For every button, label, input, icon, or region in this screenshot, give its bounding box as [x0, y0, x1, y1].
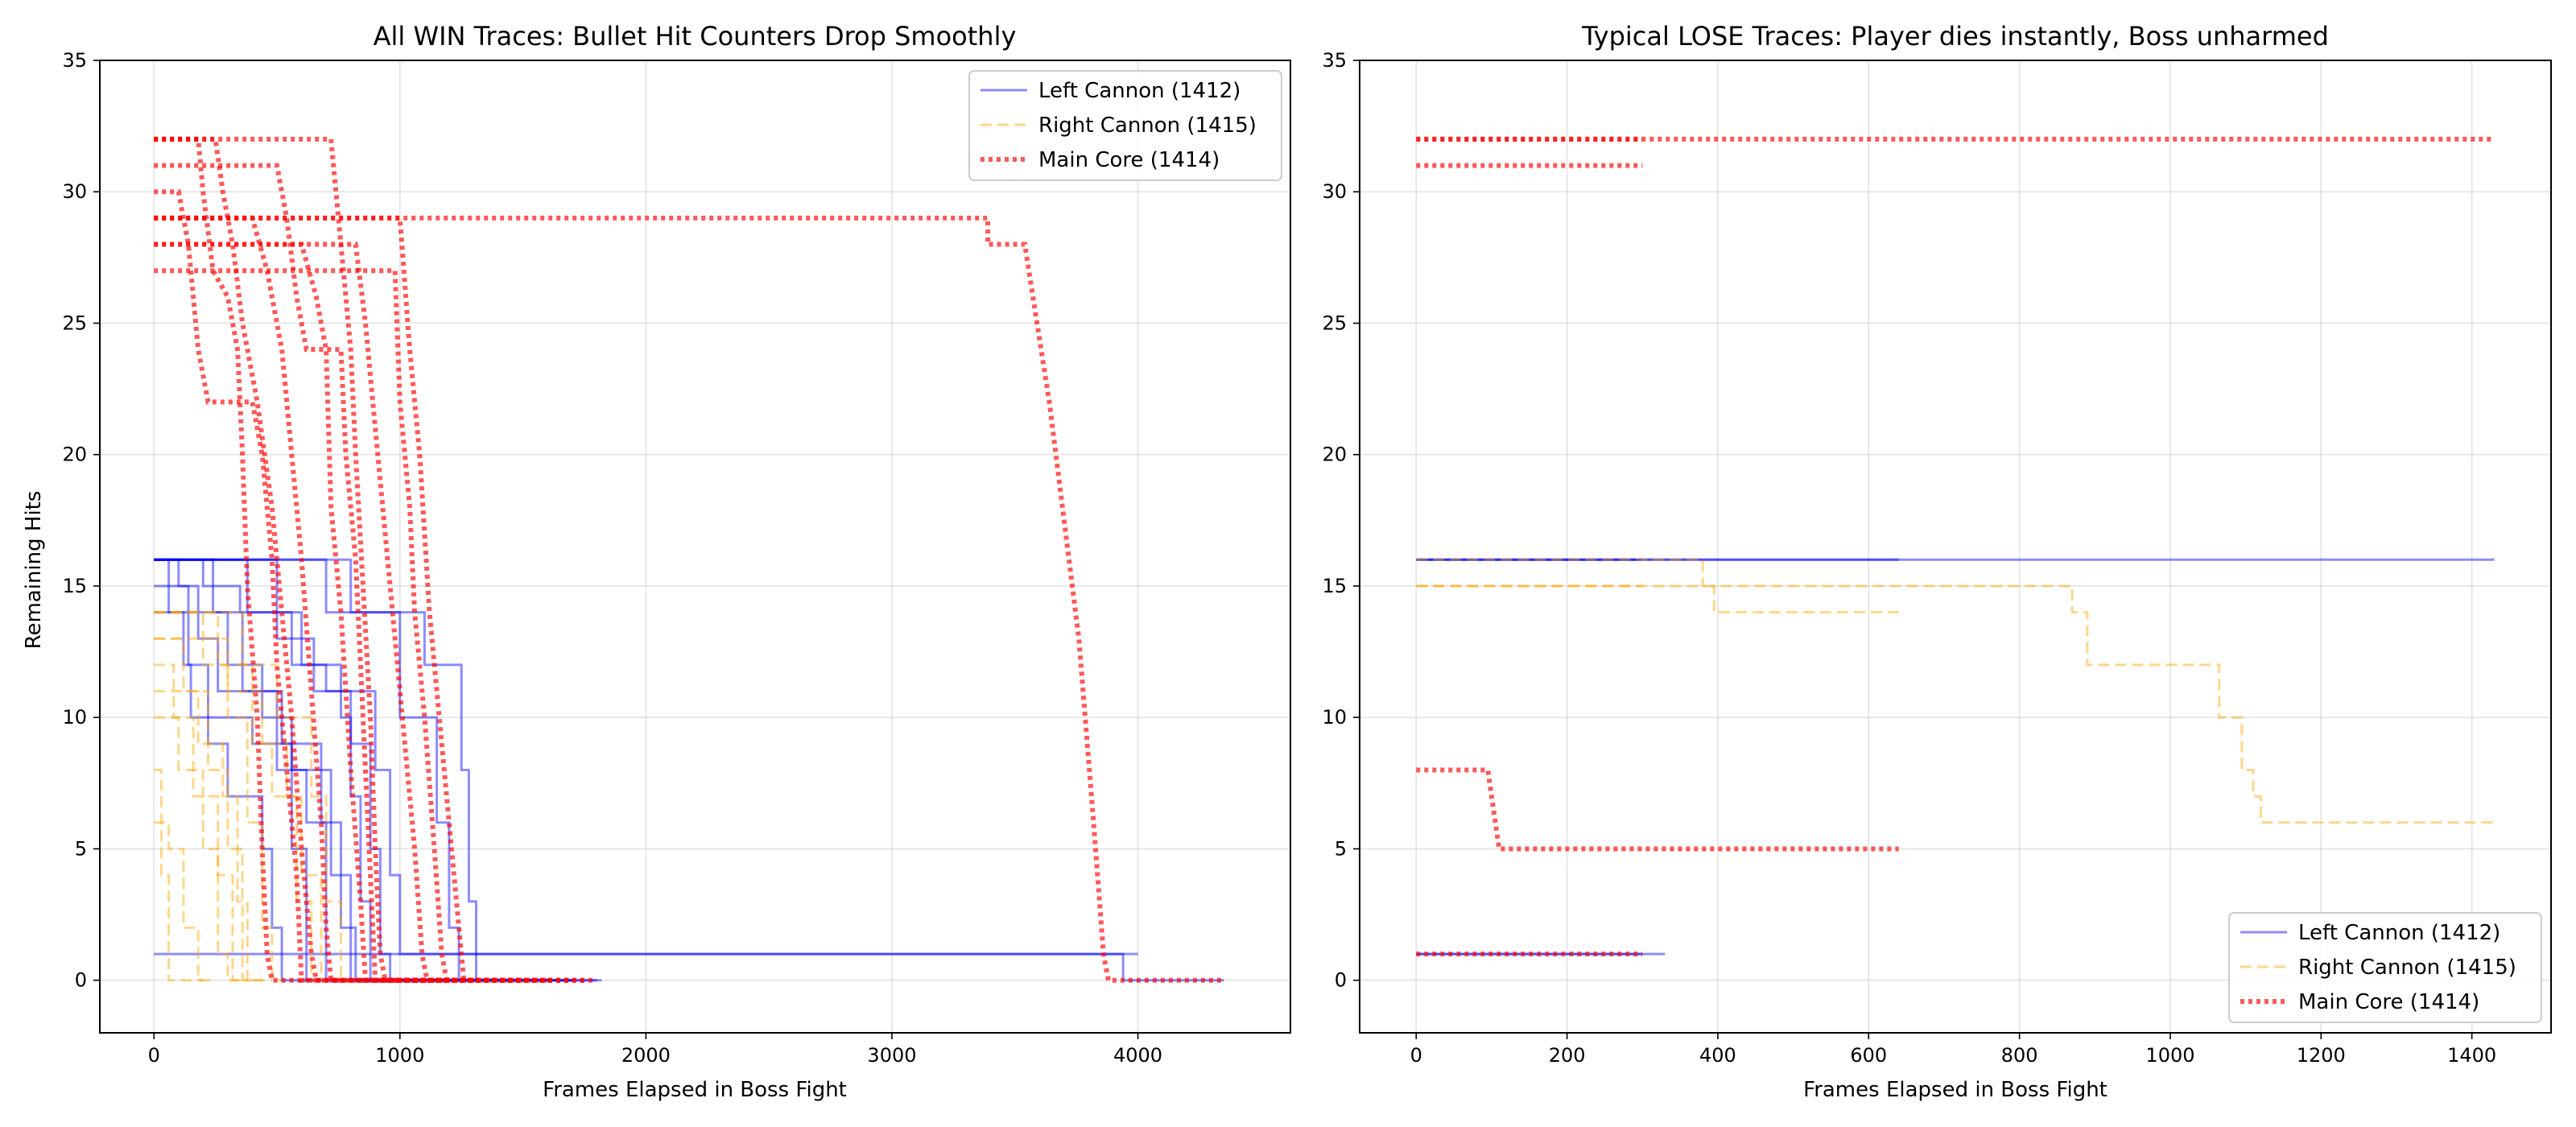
lose-y-tick-label: 35 — [1322, 49, 1347, 72]
win-plot-lines — [154, 136, 1224, 983]
lose-y-tick-label: 25 — [1322, 312, 1347, 334]
win-left-cannon-trace-8 — [154, 558, 535, 982]
win-y-tick-label: 25 — [62, 312, 87, 334]
lose-chart-title: Typical LOSE Traces: Player dies instant… — [1581, 21, 2329, 52]
win-x-tick-label: 2000 — [621, 1044, 671, 1067]
lose-x-tick-label: 1400 — [2447, 1044, 2496, 1067]
win-left-cannon-trace-3 — [154, 558, 523, 982]
win-right-cannon-trace-9 — [154, 716, 243, 982]
lose-x-tick-label: 200 — [1549, 1044, 1586, 1067]
win-traces-panel: All WIN Traces: Bullet Hit Counters Drop… — [22, 21, 1291, 1102]
win-y-tick-label: 10 — [62, 706, 87, 729]
win-legend-label-main-core: Main Core (1414) — [1038, 148, 1220, 172]
lose-legend-label-left-cannon: Left Cannon (1412) — [2298, 921, 2500, 945]
win-y-tick-label: 30 — [62, 180, 87, 203]
win-right-cannon-trace-3 — [154, 637, 265, 982]
win-main-core-trace-1 — [154, 136, 474, 983]
lose-legend-label-right-cannon: Right Cannon (1415) — [2298, 956, 2516, 980]
win-right-cannon-trace-1 — [154, 821, 216, 982]
lose-x-tick-label: 0 — [1410, 1044, 1422, 1067]
win-x-axis-label: Frames Elapsed in Boss Fight — [543, 1078, 847, 1102]
lose-axes-frame — [1359, 60, 2552, 1034]
win-right-cannon-trace-5 — [154, 611, 327, 982]
lose-traces-panel: Typical LOSE Traces: Player dies instant… — [1322, 21, 2552, 1102]
lose-x-tick-label: 1200 — [2297, 1044, 2346, 1067]
lose-y-tick-label: 10 — [1322, 706, 1347, 729]
lose-x-axis-label: Frames Elapsed in Boss Fight — [1803, 1078, 2107, 1102]
win-left-cannon-trace-1 — [154, 558, 572, 982]
win-x-tick-label: 0 — [148, 1044, 160, 1067]
win-left-cannon-trace-4 — [154, 558, 602, 982]
lose-x-tick-label: 800 — [2001, 1044, 2038, 1067]
win-main-core-trace-8 — [154, 163, 548, 983]
win-chart-title: All WIN Traces: Bullet Hit Counters Drop… — [374, 21, 1017, 52]
lose-legend-box — [2228, 912, 2542, 1023]
win-axes-frame — [99, 60, 1291, 1034]
win-y-tick-label: 15 — [62, 575, 87, 597]
win-right-cannon-trace-6 — [154, 637, 341, 982]
win-right-cannon-trace-0 — [154, 769, 204, 982]
win-x-tick-label: 3000 — [867, 1044, 916, 1067]
win-left-cannon-trace-5 — [154, 584, 449, 982]
lose-y-tick-label: 15 — [1322, 575, 1347, 597]
win-right-cannon-trace-8 — [154, 690, 272, 982]
win-left-cannon-trace-0 — [154, 558, 597, 982]
lose-y-tick-label: 20 — [1322, 444, 1347, 466]
lose-x-tick-label: 400 — [1699, 1044, 1736, 1067]
win-legend-box — [968, 70, 1282, 181]
lose-y-tick-label: 5 — [1335, 837, 1347, 860]
lose-y-tick-label: 30 — [1322, 180, 1347, 203]
lose-right-cannon-trace-0 — [1416, 584, 2495, 824]
win-right-cannon-trace-2 — [154, 663, 253, 982]
win-main-core-trace-4 — [154, 215, 449, 983]
lose-y-tick-label: 0 — [1335, 969, 1347, 992]
lose-main-core-trace-3 — [1416, 767, 1899, 852]
win-left-cannon-trace-2 — [154, 558, 1224, 982]
win-right-cannon-trace-4 — [154, 611, 283, 982]
win-y-axis-label: Remaining Hits — [22, 491, 46, 650]
win-x-tick-label: 1000 — [375, 1044, 424, 1067]
win-y-tick-label: 0 — [75, 969, 87, 992]
lose-legend-label-main-core: Main Core (1414) — [2298, 990, 2479, 1014]
lose-x-tick-label: 600 — [1850, 1044, 1887, 1067]
win-legend-label-left-cannon: Left Cannon (1412) — [1038, 79, 1241, 103]
lose-x-tick-label: 1000 — [2145, 1044, 2194, 1067]
win-y-tick-label: 20 — [62, 444, 87, 466]
win-main-core-trace-7 — [154, 136, 400, 983]
win-y-tick-label: 35 — [62, 49, 87, 72]
win-main-core-trace-0 — [154, 215, 1224, 983]
lose-right-cannon-trace-1 — [1416, 558, 1899, 614]
win-legend: Left Cannon (1412) Right Cannon (1415) Mai… — [968, 70, 1282, 181]
win-x-tick-label: 4000 — [1113, 1044, 1162, 1067]
win-main-core-trace-9 — [154, 242, 597, 983]
lose-plot-lines — [1416, 136, 2495, 957]
win-legend-label-right-cannon: Right Cannon (1415) — [1038, 114, 1257, 138]
win-main-core-trace-5 — [154, 268, 572, 983]
lose-legend: Left Cannon (1412) Right Cannon (1415) Mai… — [2228, 912, 2542, 1023]
win-main-core-trace-10 — [154, 215, 584, 983]
win-main-core-trace-6 — [154, 189, 425, 983]
win-y-tick-label: 5 — [75, 837, 87, 860]
win-main-core-trace-3 — [154, 242, 498, 983]
